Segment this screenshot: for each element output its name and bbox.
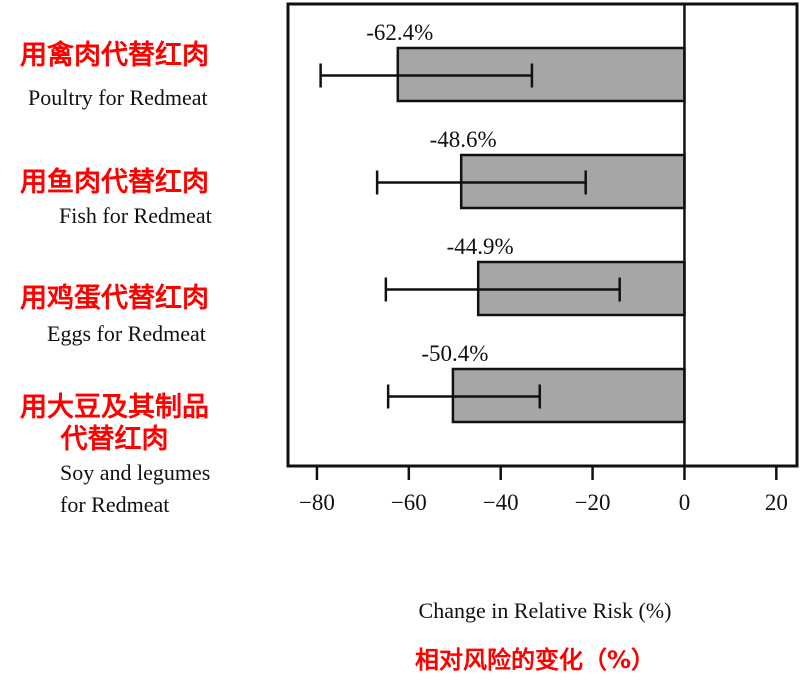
data-label-1: -48.6% — [430, 127, 497, 152]
x-tick-label-5: 20 — [765, 490, 788, 515]
x-tick-label-0: −80 — [299, 490, 335, 515]
category-label-en-0: Poultry for Redmeat — [28, 85, 208, 110]
x-axis-title-cn: 相对风险的变化（%） — [414, 646, 656, 674]
category-label-cn-1: 用鱼肉代替红肉 — [20, 167, 209, 198]
category-label-en-3b: for Redmeat — [60, 492, 170, 517]
category-label-en-2: Eggs for Redmeat — [47, 321, 206, 346]
data-label-3: -50.4% — [421, 341, 488, 366]
category-label-cn-2: 用鸡蛋代替红肉 — [20, 283, 209, 314]
category-label-cn-0: 用禽肉代替红肉 — [20, 40, 209, 71]
x-tick-label-3: −20 — [575, 490, 611, 515]
category-label-en-1: Fish for Redmeat — [59, 203, 212, 228]
x-tick-label-2: −40 — [483, 490, 519, 515]
x-tick-label-4: 0 — [679, 490, 691, 515]
data-label-0: -62.4% — [366, 20, 433, 45]
category-label-cn-3: 用大豆及其制品 代替红肉 — [20, 392, 209, 455]
x-axis-title: Change in Relative Risk (%) — [418, 598, 672, 623]
plot-frame — [286, 2, 799, 468]
data-label-2: -44.9% — [447, 234, 514, 259]
x-tick-label-1: −60 — [391, 490, 427, 515]
category-label-en-3a: Soy and legumes — [60, 460, 211, 485]
